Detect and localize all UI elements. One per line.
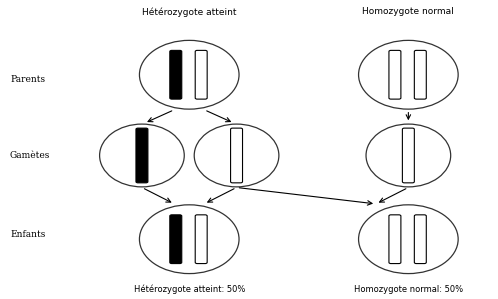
FancyBboxPatch shape — [389, 50, 401, 99]
Text: Homozygote normal: 50%: Homozygote normal: 50% — [354, 285, 463, 294]
Text: Hétérozygote atteint: Hétérozygote atteint — [142, 7, 237, 17]
Text: Parents: Parents — [10, 75, 45, 84]
Ellipse shape — [100, 124, 184, 187]
Text: Gamètes: Gamètes — [10, 151, 50, 160]
Ellipse shape — [139, 205, 239, 274]
Ellipse shape — [359, 40, 458, 109]
FancyBboxPatch shape — [195, 50, 207, 99]
Text: Enfants: Enfants — [10, 230, 45, 239]
FancyBboxPatch shape — [231, 128, 243, 183]
FancyBboxPatch shape — [195, 215, 207, 264]
Text: Hétérozygote atteint: 50%: Hétérozygote atteint: 50% — [133, 284, 245, 294]
Ellipse shape — [194, 124, 279, 187]
FancyBboxPatch shape — [414, 215, 426, 264]
FancyBboxPatch shape — [170, 215, 182, 264]
FancyBboxPatch shape — [170, 50, 182, 99]
Ellipse shape — [359, 205, 458, 274]
FancyBboxPatch shape — [402, 128, 414, 183]
Text: Homozygote normal: Homozygote normal — [363, 7, 454, 16]
FancyBboxPatch shape — [136, 128, 148, 183]
FancyBboxPatch shape — [389, 215, 401, 264]
FancyBboxPatch shape — [414, 50, 426, 99]
Ellipse shape — [366, 124, 451, 187]
Ellipse shape — [139, 40, 239, 109]
